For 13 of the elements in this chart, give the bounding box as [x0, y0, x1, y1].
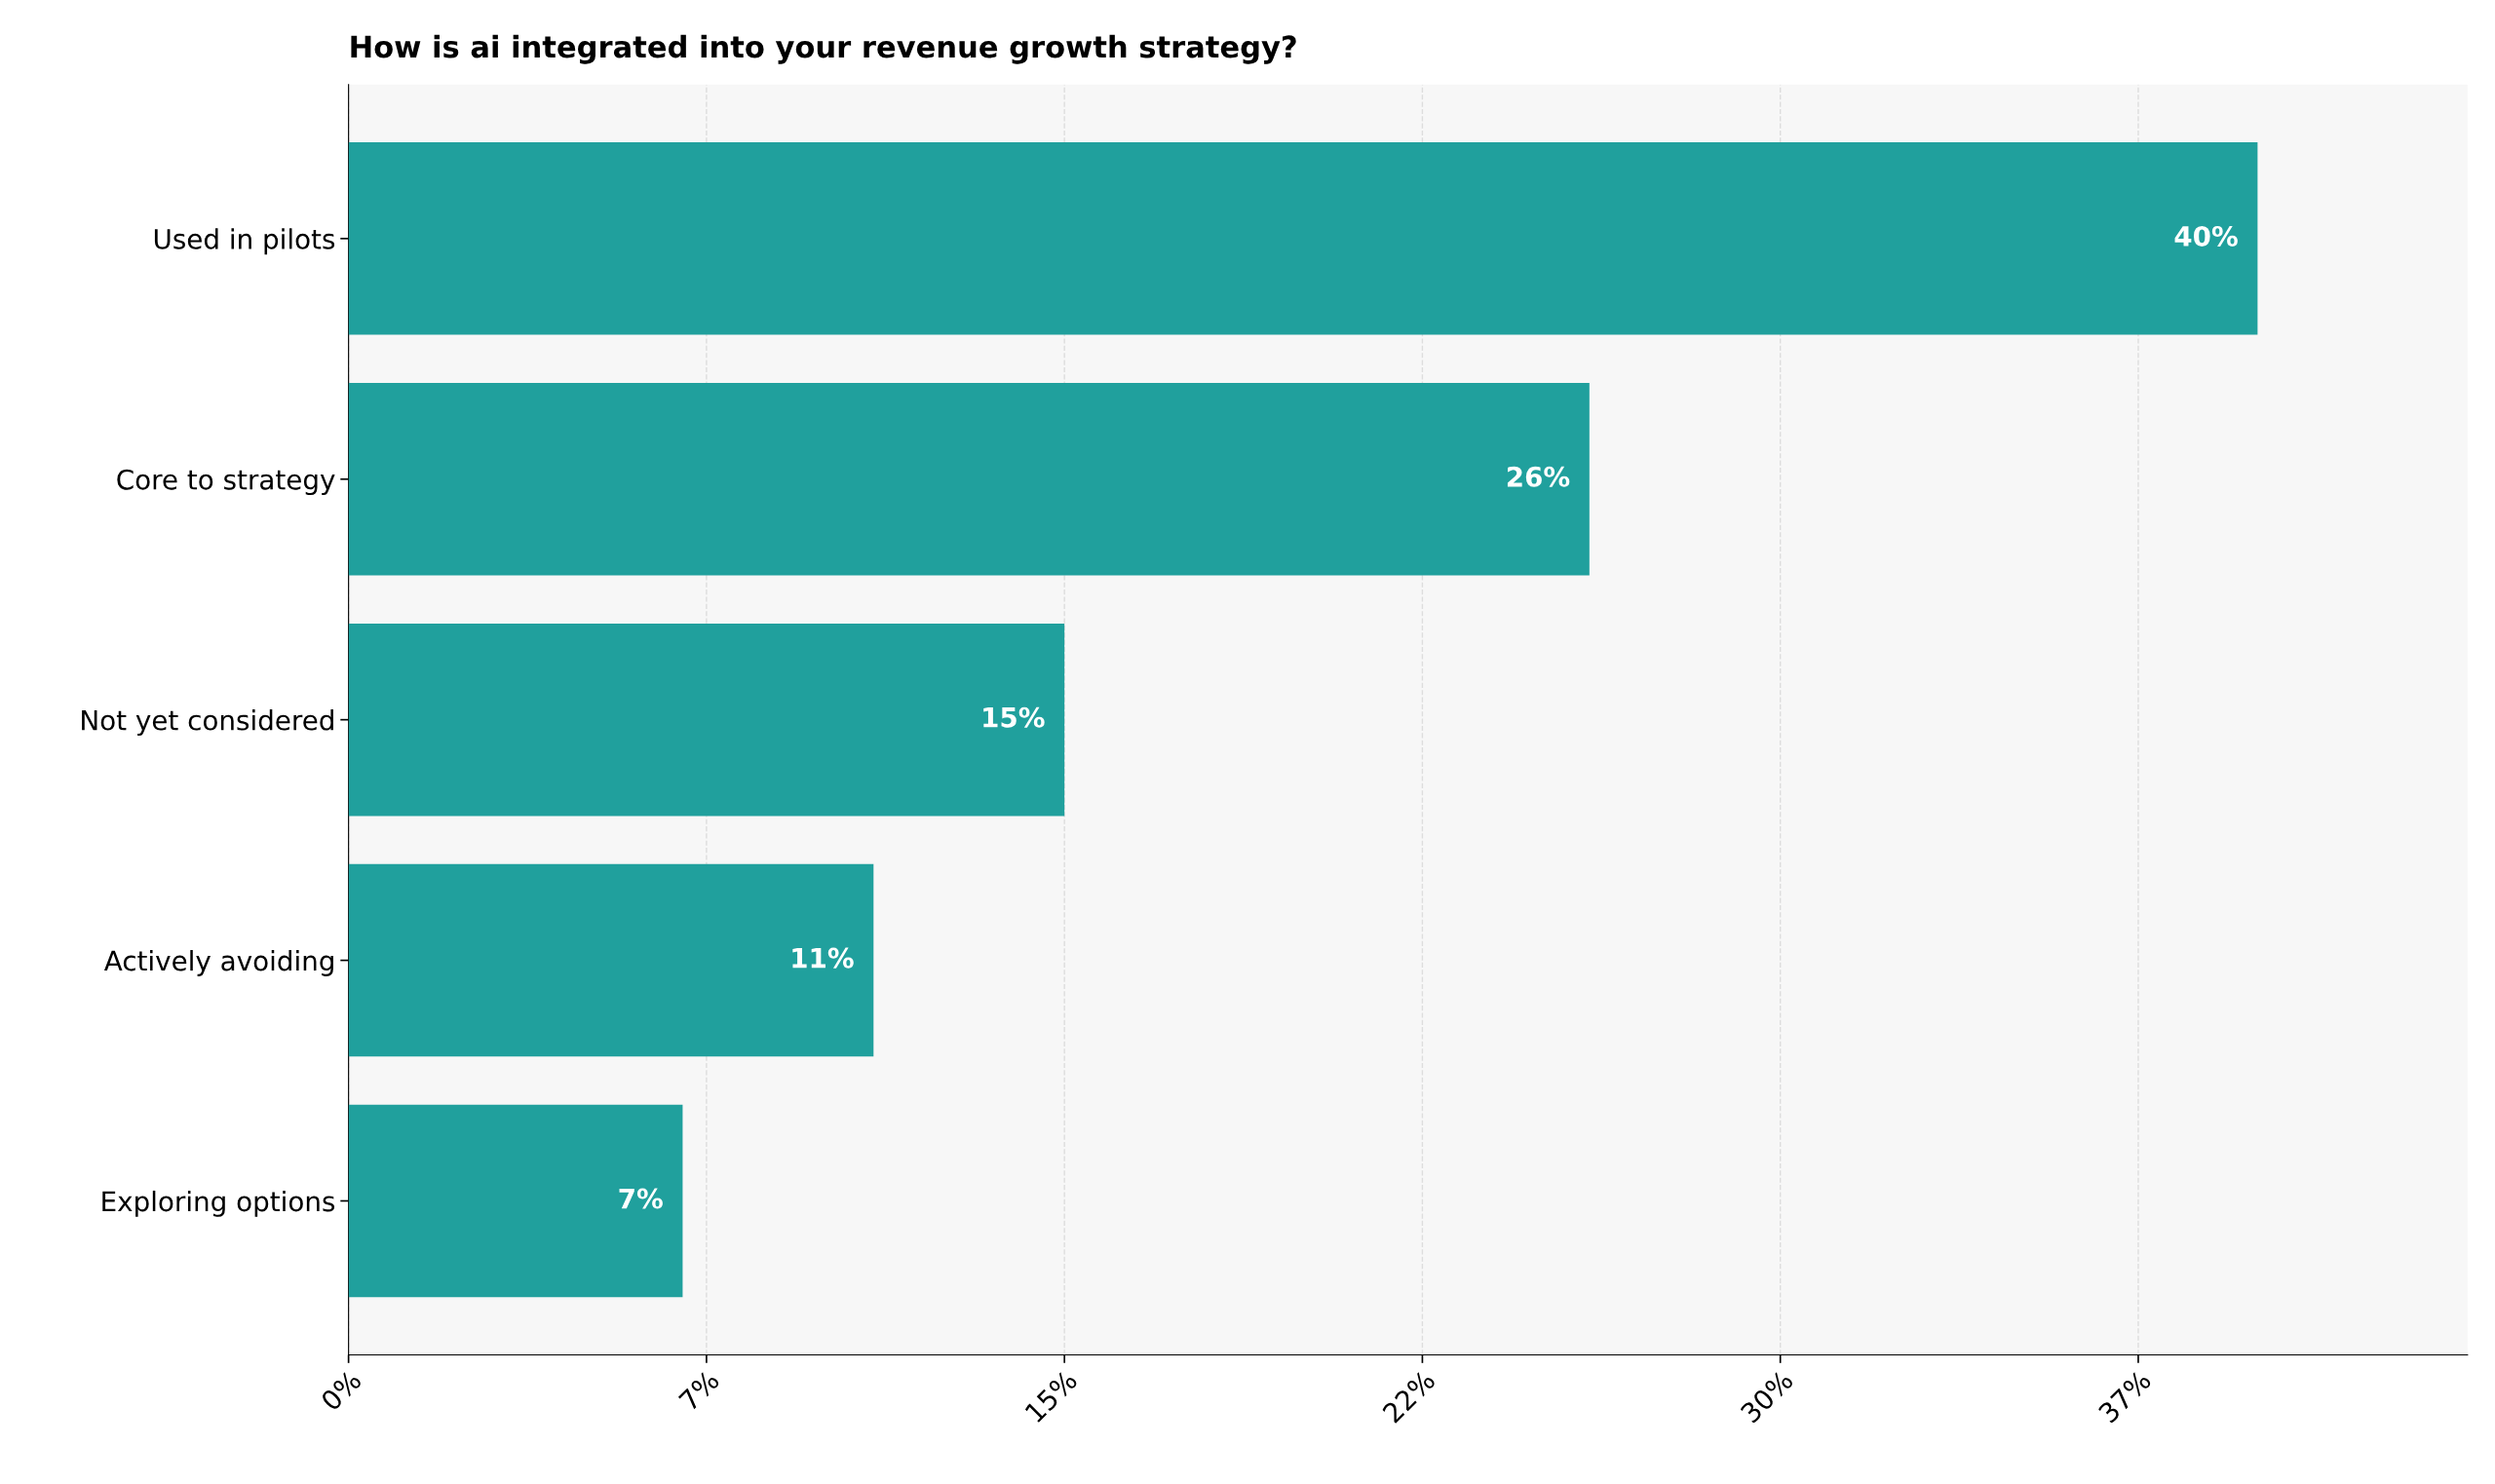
data-label: 40%: [2174, 225, 2238, 247]
data-label: 26%: [1507, 466, 1570, 487]
y-tick-label: Core to strategy: [117, 469, 335, 496]
data-label: 11%: [792, 947, 854, 969]
y-tick-label: Actively avoiding: [103, 950, 333, 976]
data-label: 7%: [619, 1188, 663, 1209]
chart-title: How is ai integrated into your revenue growth strategy?: [351, 34, 1296, 64]
x-tick-label: 0%: [320, 1369, 363, 1412]
y-tick-label: Used in pilots: [154, 228, 335, 255]
x-tick-label: 7%: [677, 1369, 721, 1412]
y-tick-label: Not yet considered: [82, 709, 333, 736]
data-label: 15%: [983, 706, 1045, 728]
y-tick-label: Exploring options: [102, 1190, 335, 1217]
